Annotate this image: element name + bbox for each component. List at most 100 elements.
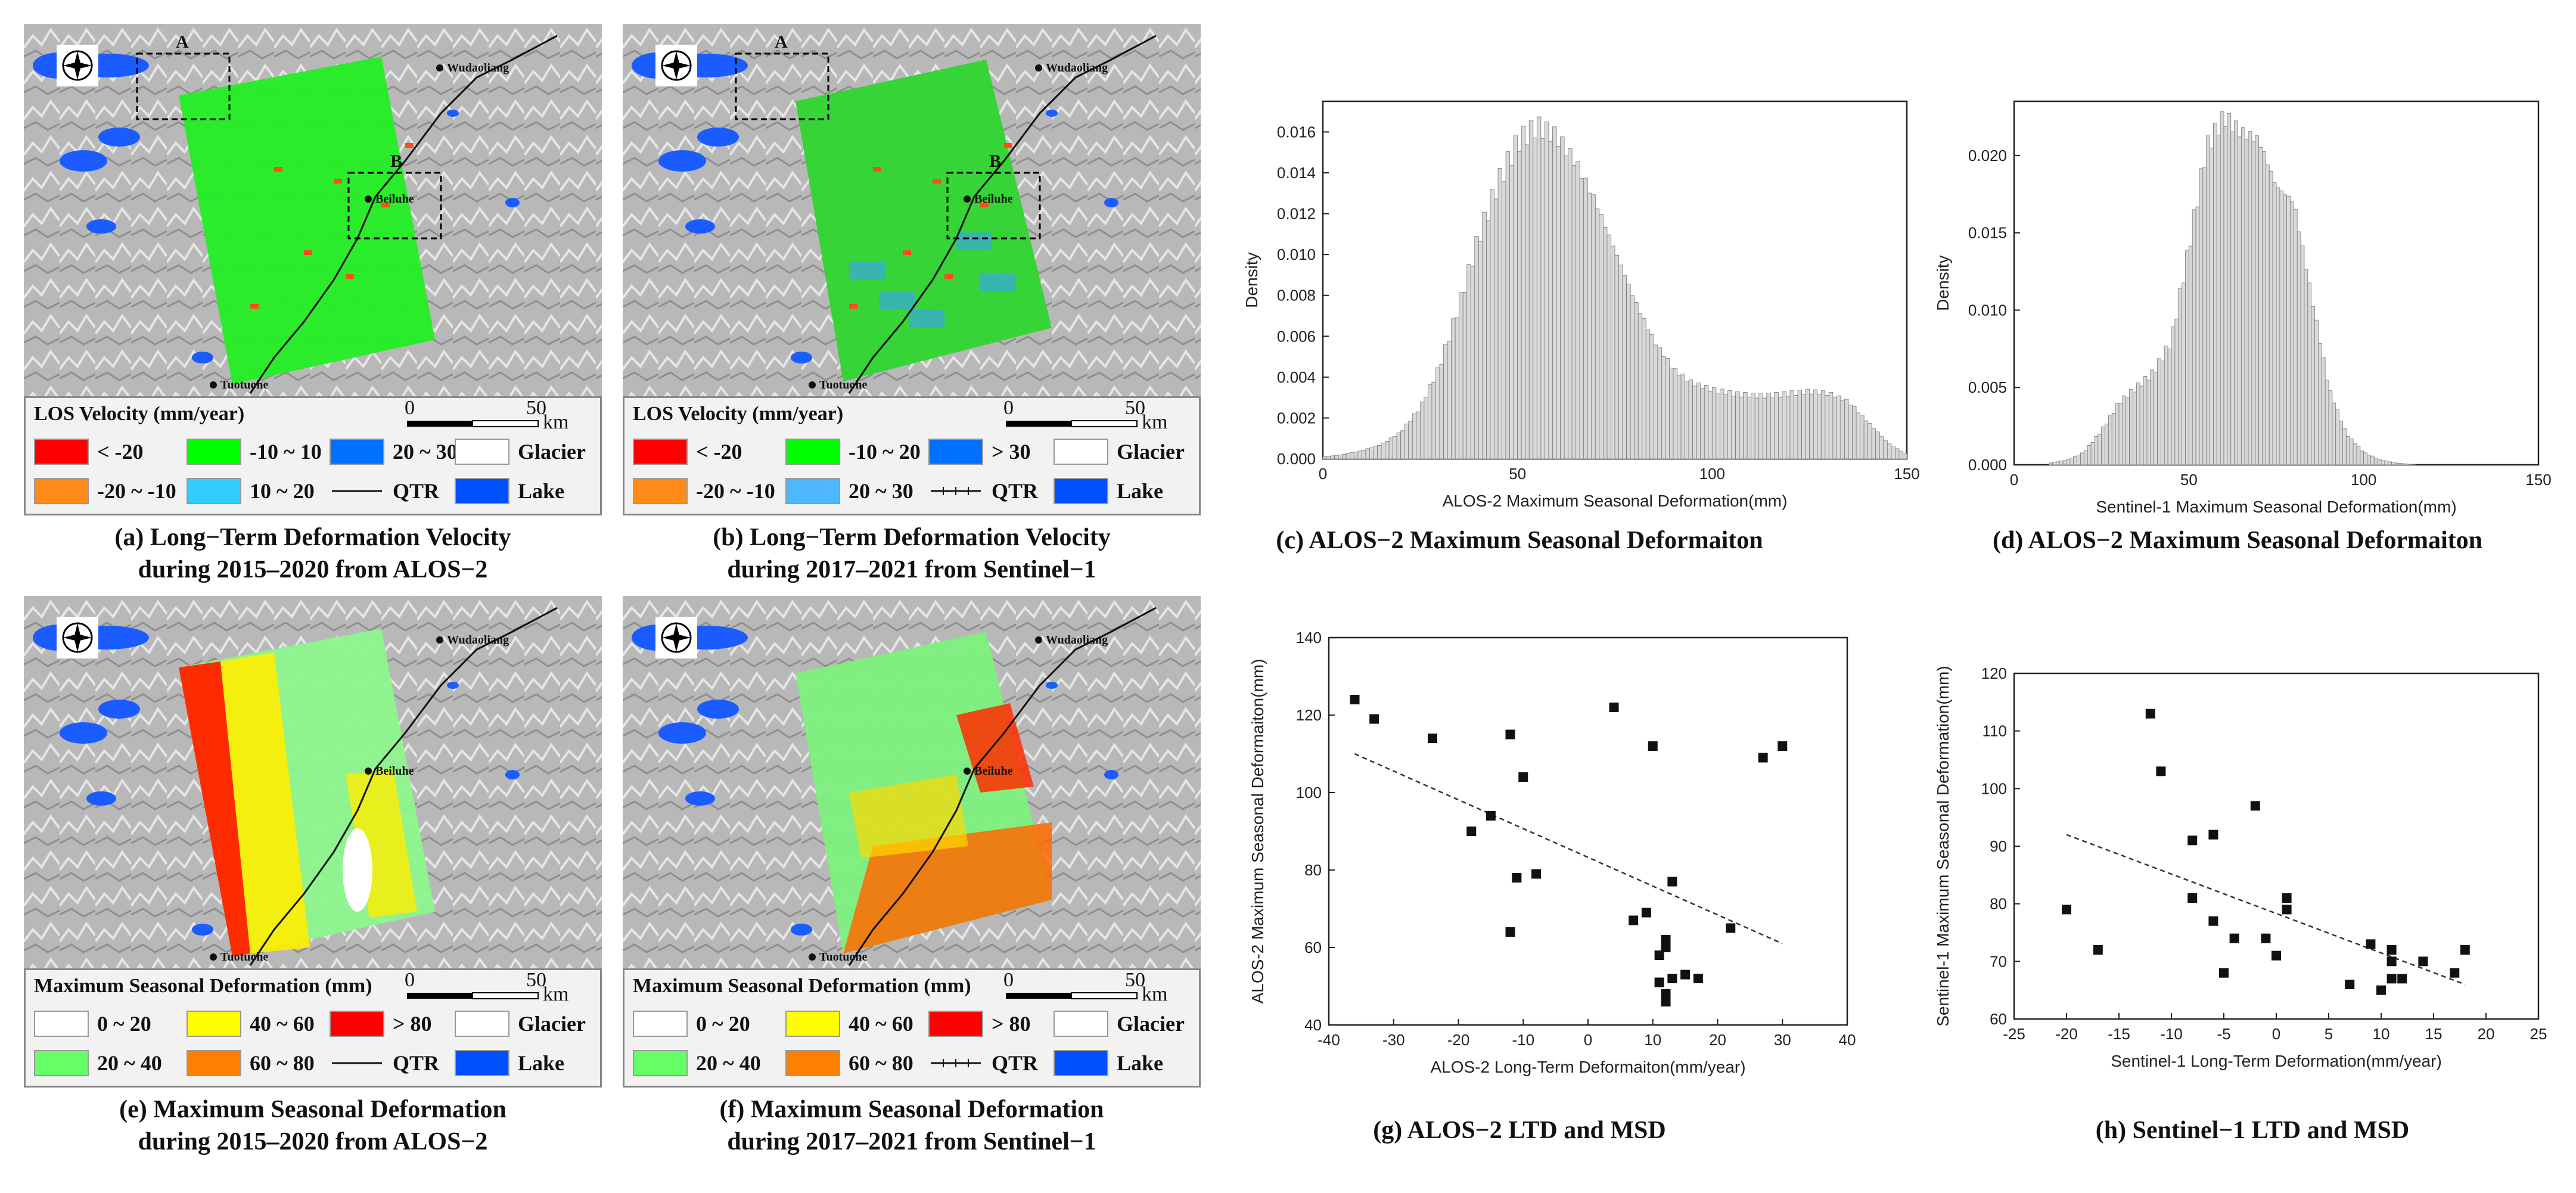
- x-tick-label: 0: [2010, 471, 2018, 489]
- histogram-bar: [2360, 451, 2364, 465]
- compass-icon: [57, 617, 98, 658]
- chart-h: -25 -20 -15 -10 -5 0 5 10 15 20 25 60 70 80 90 100 110 12…: [1934, 664, 2547, 1070]
- legend-e: Maximum Seasonal Deformation (mm) 0 50 km 0 …: [24, 968, 602, 1088]
- histogram-bar: [1381, 442, 1385, 459]
- histogram-bar: [2335, 409, 2340, 465]
- x-tick-label: 40: [1839, 1031, 1856, 1049]
- place-marker: [365, 195, 372, 203]
- histogram-bar: [1661, 356, 1666, 459]
- histogram-bar: [2220, 111, 2224, 465]
- histogram-bar: [1509, 165, 1514, 459]
- histogram-bar: [1412, 413, 1417, 459]
- histogram-bar: [1478, 241, 1483, 459]
- histogram-bar: [2317, 343, 2322, 465]
- map-a-svg: Wudaoliang Beiluhe Tuotuohe A B: [24, 24, 602, 396]
- plot-frame: [2013, 100, 2540, 466]
- histogram-bar: [1844, 399, 1849, 459]
- qtr-line-swatch: [330, 478, 384, 504]
- x-tick-label: -40: [1317, 1031, 1340, 1049]
- histogram-bar: [1860, 415, 1865, 459]
- x-tick-label: -10: [1512, 1031, 1534, 1049]
- histogram-bar: [2325, 380, 2329, 465]
- map-b-svg: Wudaoliang Beiluhe Tuotuohe A B: [623, 24, 1201, 396]
- qtr-line-swatch: [330, 1050, 384, 1076]
- scale-zero: 0: [1003, 397, 1014, 419]
- histogram-bar: [1747, 397, 1752, 459]
- lake-shape: [1046, 110, 1058, 117]
- scale-max: 50: [526, 969, 546, 991]
- legend-b: LOS Velocity (mm/year) 0 50 km < -20 -10 ~ 20…: [623, 396, 1201, 515]
- histogram-bar: [1322, 456, 1327, 459]
- histogram-bar: [2356, 446, 2361, 465]
- lake-shape: [505, 770, 520, 779]
- histogram-bar: [1326, 456, 1331, 459]
- histogram-bar: [1751, 393, 1755, 459]
- legend-item: > 30: [928, 437, 1031, 466]
- histogram-bar: [1879, 436, 1884, 459]
- histogram-bar: [2216, 135, 2221, 465]
- y-tick-label: 0.006: [1277, 327, 1316, 345]
- place-marker: [436, 636, 443, 644]
- histogram-bar: [1490, 189, 1494, 459]
- scatter-point: [1726, 923, 1736, 933]
- histogram-bar: [2262, 151, 2266, 465]
- y-tick-label: 120: [1296, 706, 1322, 724]
- scatter-point: [1428, 734, 1437, 743]
- scatter-point: [1609, 703, 1619, 712]
- legend-item: 0 ~ 20: [34, 1009, 151, 1038]
- histogram-bar: [1474, 236, 1479, 459]
- caption-e: (e) Maximum Seasonal Deformation during 2…: [24, 1093, 602, 1158]
- histogram-bar: [1552, 126, 1557, 459]
- histogram-bar: [1591, 194, 1596, 459]
- scatter-point: [2229, 933, 2239, 943]
- histogram-bar: [2307, 282, 2312, 465]
- x-tick-label: -10: [2160, 1025, 2183, 1043]
- legend-swatch: [785, 478, 840, 504]
- histogram-bar: [1357, 451, 1362, 459]
- chart-g: -40 -30 -20 -10 0 10 20 30 40 40 60 80 100 120 140 ALOS…: [1248, 629, 1856, 1076]
- legend-label: 20 ~ 30: [849, 479, 913, 503]
- histogram-bar: [2377, 459, 2382, 465]
- caption-line2: during 2015–2020 from ALOS−2: [138, 556, 488, 583]
- histogram-bar: [1606, 234, 1611, 459]
- legend-item: -10 ~ 20: [785, 437, 921, 466]
- histogram-bar: [1797, 390, 1802, 459]
- histogram-bar: [1762, 397, 1767, 459]
- legend-label: 10 ~ 20: [250, 479, 315, 503]
- scatter-point: [2282, 893, 2292, 903]
- y-axis-label: ALOS-2 Maximum Seasonal Deformaiton(mm): [1248, 659, 1267, 1004]
- legend-item: Glacier: [455, 1009, 586, 1038]
- caption-line2: during 2017–2021 from Sentinel−1: [727, 556, 1096, 583]
- histogram-bar: [1568, 148, 1573, 459]
- histogram-bar: [1708, 390, 1713, 459]
- scatter-point: [1758, 753, 1768, 763]
- histogram-bar: [2083, 450, 2088, 465]
- histogram-bar: [1828, 392, 1834, 459]
- histogram-bar: [1642, 318, 1646, 459]
- y-tick-label: 100: [1981, 779, 2007, 797]
- histogram-bar: [2188, 246, 2193, 465]
- legend-swatch: [928, 439, 983, 465]
- scale-bar: [407, 992, 539, 999]
- scatter-point: [2261, 933, 2271, 943]
- histogram-bar: [1470, 266, 1475, 459]
- histogram-bar: [1540, 138, 1545, 459]
- y-tick-label: 80: [1304, 861, 1322, 879]
- legend-title: LOS Velocity (mm/year): [34, 403, 245, 425]
- legend-label: QTR: [992, 479, 1039, 503]
- caption-line1: (e) Maximum Seasonal Deformation: [119, 1096, 507, 1123]
- scale-zero: 0: [405, 969, 415, 991]
- scale-zero: 0: [1003, 969, 1014, 991]
- histogram-bar: [2367, 455, 2371, 465]
- chart-d: 0 50 100 150 0.000 0.005 0.010 0.015 0.020 Sentin…: [1934, 100, 2552, 516]
- histogram-bar: [1583, 178, 1588, 459]
- histogram-bar: [1462, 292, 1468, 459]
- legend-item: 40 ~ 60: [785, 1009, 913, 1038]
- place-label-tuotuohe: Tuotuohe: [220, 378, 269, 392]
- legend-swatch: [330, 439, 384, 465]
- histogram-bar: [1887, 443, 1892, 459]
- scatter-point: [2250, 801, 2260, 811]
- legend-item: QTR: [330, 1049, 439, 1077]
- place-label-wudaoliang: Wudaoliang: [1046, 633, 1108, 647]
- x-tick-label: 150: [2525, 471, 2551, 489]
